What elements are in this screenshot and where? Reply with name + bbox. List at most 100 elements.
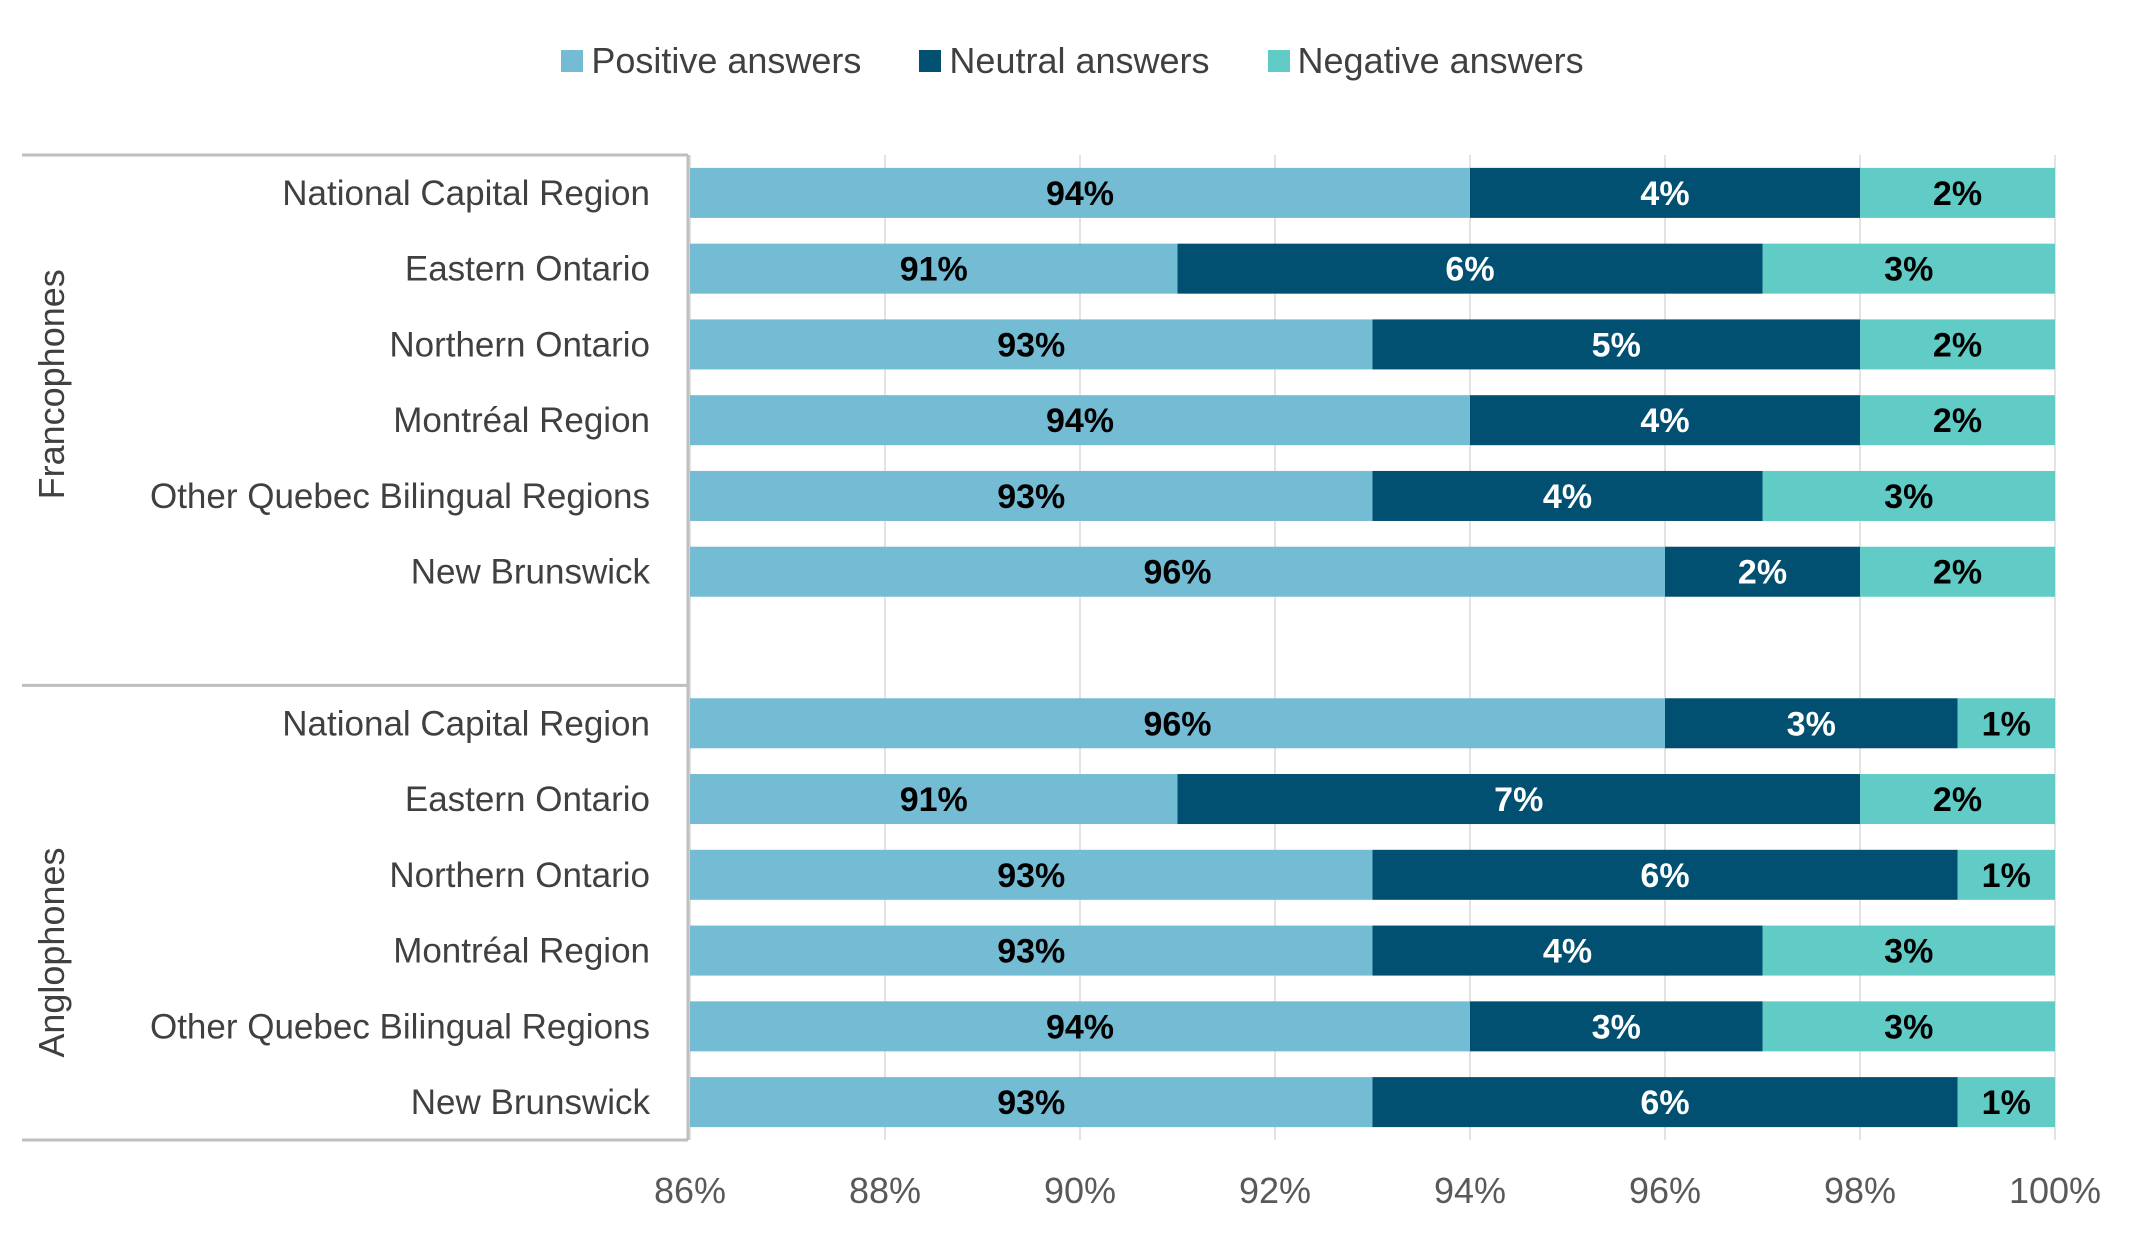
x-tick-label: 90% [1044, 1170, 1116, 1211]
x-tick-label: 98% [1824, 1170, 1896, 1211]
data-label-negative: 1% [1982, 705, 2031, 743]
category-label: Northern Ontario [389, 325, 650, 364]
legend-item-neutral: Neutral answers [919, 40, 1210, 82]
x-tick-label: 86% [654, 1170, 726, 1211]
data-label-negative: 1% [1982, 1084, 2031, 1122]
x-tick-label: 92% [1239, 1170, 1311, 1211]
bar-neutral [1470, 167, 1860, 218]
data-label-neutral: 6% [1640, 857, 1689, 895]
data-label-neutral: 4% [1640, 175, 1689, 213]
data-label-neutral: 6% [1640, 1084, 1689, 1122]
data-label-positive: 93% [997, 326, 1065, 364]
bar-negative [1762, 470, 2055, 521]
bar-neutral [1470, 1001, 1763, 1052]
bar-neutral [1177, 243, 1763, 294]
bar-neutral [1470, 395, 1860, 446]
bar-negative [1957, 849, 2055, 900]
data-label-negative: 2% [1933, 402, 1982, 440]
data-label-neutral: 5% [1592, 326, 1641, 364]
data-label-positive: 94% [1046, 1008, 1114, 1046]
data-label-positive: 96% [1143, 554, 1211, 592]
bar-positive [690, 698, 1665, 749]
bar-negative [1762, 1001, 2055, 1052]
x-tick-label: 96% [1629, 1170, 1701, 1211]
category-label: Eastern Ontario [405, 250, 650, 289]
data-label-negative: 3% [1884, 1008, 1933, 1046]
data-label-negative: 2% [1933, 554, 1982, 592]
x-tick-label: 94% [1434, 1170, 1506, 1211]
bar-positive [690, 1001, 1470, 1052]
bar-positive [690, 774, 1178, 825]
bar-neutral [1372, 849, 1958, 900]
legend-label: Negative answers [1297, 40, 1584, 81]
category-label: Montréal Region [393, 401, 650, 440]
legend-swatch [919, 50, 942, 72]
category-label: New Brunswick [411, 553, 651, 592]
bar-negative [1860, 167, 2055, 218]
bar-positive [690, 849, 1373, 900]
bar-negative [1762, 925, 2055, 976]
group-label: Anglophones [31, 847, 72, 1057]
legend: Positive answers Neutral answers Negative … [0, 40, 2145, 82]
data-label-negative: 2% [1933, 326, 1982, 364]
category-label: New Brunswick [411, 1083, 651, 1122]
bar-positive [690, 319, 1373, 370]
data-label-negative: 3% [1884, 478, 1933, 516]
bar-positive [690, 243, 1178, 294]
data-label-neutral: 3% [1787, 705, 1836, 743]
data-label-positive: 91% [900, 781, 968, 819]
group-label: Francophones [31, 269, 72, 499]
data-label-neutral: 3% [1592, 1008, 1641, 1046]
bar-positive [690, 395, 1470, 446]
data-label-positive: 94% [1046, 402, 1114, 440]
bar-neutral [1177, 774, 1860, 825]
data-label-neutral: 6% [1445, 251, 1494, 289]
data-label-negative: 3% [1884, 251, 1933, 289]
bar-negative [1860, 546, 2055, 597]
category-label: Northern Ontario [389, 856, 650, 895]
bar-neutral [1372, 470, 1763, 521]
bar-positive [690, 470, 1373, 521]
bar-positive [690, 167, 1470, 218]
data-label-neutral: 4% [1640, 402, 1689, 440]
bar-neutral [1372, 319, 1860, 370]
bar-negative [1860, 774, 2055, 825]
category-label: Other Quebec Bilingual Regions [150, 1007, 650, 1046]
data-label-positive: 94% [1046, 175, 1114, 213]
legend-label: Positive answers [591, 40, 862, 81]
data-label-negative: 3% [1884, 933, 1933, 971]
bar-positive [690, 1077, 1373, 1128]
legend-swatch [561, 50, 584, 72]
category-label: Eastern Ontario [405, 780, 650, 819]
data-label-negative: 2% [1933, 781, 1982, 819]
category-label: Montréal Region [393, 932, 650, 971]
data-label-negative: 2% [1933, 175, 1982, 213]
category-label: National Capital Region [282, 704, 650, 743]
data-label-positive: 93% [997, 857, 1065, 895]
data-label-negative: 1% [1982, 857, 2031, 895]
bar-negative [1762, 243, 2055, 294]
data-label-positive: 91% [900, 251, 968, 289]
bar-neutral [1372, 925, 1763, 976]
data-label-positive: 96% [1143, 705, 1211, 743]
data-label-neutral: 7% [1494, 781, 1543, 819]
bar-positive [690, 925, 1373, 976]
bar-negative [1860, 319, 2055, 370]
category-label: National Capital Region [282, 174, 650, 213]
data-label-neutral: 4% [1543, 933, 1592, 971]
legend-swatch [1267, 50, 1290, 72]
bar-neutral [1665, 698, 1958, 749]
legend-item-positive: Positive answers [561, 40, 861, 82]
legend-label: Neutral answers [949, 40, 1210, 81]
bar-positive [690, 546, 1665, 597]
x-tick-label: 100% [2009, 1170, 2101, 1211]
category-label: Other Quebec Bilingual Regions [150, 477, 650, 516]
data-label-neutral: 2% [1738, 554, 1787, 592]
data-label-positive: 93% [997, 478, 1065, 516]
bar-negative [1860, 395, 2055, 446]
bar-negative [1957, 698, 2055, 749]
data-label-positive: 93% [997, 1084, 1065, 1122]
legend-item-negative: Negative answers [1267, 40, 1584, 82]
data-label-positive: 93% [997, 933, 1065, 971]
